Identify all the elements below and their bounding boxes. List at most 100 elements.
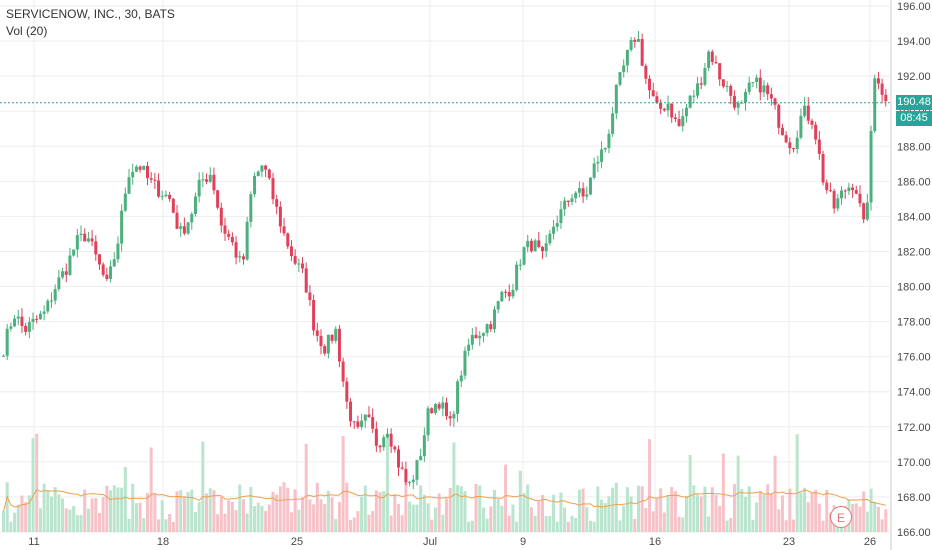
volume-bar: [585, 507, 589, 532]
volume-bar: [659, 488, 663, 532]
candle-body: [49, 300, 53, 302]
volume-bar: [323, 504, 327, 532]
volume-bar: [714, 495, 718, 532]
volume-bar: [319, 499, 323, 532]
volume-bar: [197, 502, 201, 532]
price-axis[interactable]: 196.00194.00192.00190.00188.00186.00184.…: [897, 1, 931, 539]
candle-body: [234, 242, 238, 258]
candle-body: [714, 62, 718, 64]
candle-body: [810, 120, 814, 125]
candle-body: [673, 117, 677, 120]
symbol-title[interactable]: SERVICENOW, INC., 30, BATS: [6, 7, 175, 21]
earnings-badge[interactable]: E: [830, 506, 852, 528]
volume-bar: [430, 519, 434, 532]
candle-body: [640, 39, 644, 66]
candle-body: [53, 289, 57, 301]
candle-body: [795, 137, 799, 150]
volume-bar: [592, 521, 596, 532]
volume-bar: [600, 499, 604, 532]
candle-body: [552, 226, 556, 234]
candle-body: [581, 188, 585, 197]
last-price-tag: 190.48: [896, 94, 932, 110]
candle-body: [803, 105, 807, 116]
time-axis[interactable]: 11 18 25 Jul 9 16 23 26: [28, 536, 876, 548]
candle-body: [433, 404, 437, 414]
volume-bar: [566, 521, 570, 532]
candle-body: [703, 67, 707, 85]
volume-bar: [673, 491, 677, 532]
candle-body: [758, 77, 762, 93]
volume-bar: [374, 490, 378, 532]
candle-body: [721, 79, 725, 87]
volume-bar: [540, 495, 544, 532]
volume-bar: [227, 500, 231, 532]
volume-bar: [555, 521, 559, 532]
candle-body: [201, 179, 205, 181]
volume-bar: [448, 487, 452, 532]
volume-bar: [607, 496, 611, 532]
candle-body: [282, 226, 286, 234]
candle-body: [142, 165, 146, 170]
candle-body: [474, 334, 478, 339]
candle-body: [349, 401, 353, 422]
volume-bar: [496, 499, 500, 532]
volume-bar: [378, 492, 382, 532]
candle-body: [38, 313, 42, 320]
candle-body: [334, 328, 338, 341]
candle-body: [256, 171, 260, 176]
candle-body: [840, 190, 844, 199]
volume-bar: [397, 504, 401, 532]
volume-bar: [773, 455, 777, 532]
candle-body: [175, 212, 179, 229]
candle-body: [869, 131, 873, 203]
candle-body: [836, 198, 840, 209]
volume-bar: [312, 504, 316, 532]
volume-bar: [419, 485, 423, 532]
candle-body: [138, 166, 142, 170]
volume-bar: [79, 514, 83, 532]
candle-body: [684, 107, 688, 117]
candle-body: [522, 247, 526, 265]
volume-bar: [382, 491, 386, 532]
candle-body: [90, 238, 94, 242]
candle-body: [441, 402, 445, 409]
candle-body: [540, 246, 544, 252]
candle-body: [415, 460, 419, 480]
candle-body: [470, 334, 474, 345]
candle-body: [293, 256, 297, 264]
volume-bar: [105, 485, 109, 532]
volume-bar: [97, 513, 101, 532]
candle-body: [120, 210, 124, 244]
volume-bar: [688, 454, 692, 532]
candle-body: [655, 96, 659, 103]
candle-body: [419, 456, 423, 461]
volume-bar: [5, 482, 9, 532]
volume-bar: [175, 491, 179, 532]
volume-bar: [234, 510, 238, 532]
candle-body: [600, 149, 604, 162]
volume-indicator-label[interactable]: Vol (20): [6, 24, 48, 38]
candle-body: [337, 328, 341, 362]
candle-body: [404, 468, 408, 483]
volume-bar: [193, 511, 197, 532]
volume-bar: [264, 511, 268, 532]
candle-body: [131, 171, 135, 178]
candle-body: [46, 300, 50, 312]
volume-bar: [718, 505, 722, 532]
y-tick-label: 178.00: [897, 317, 931, 329]
volume-bar: [164, 519, 168, 532]
volume-bar: [201, 441, 205, 532]
candle-body: [330, 334, 334, 341]
volume-bar: [792, 519, 796, 532]
volume-bar: [581, 488, 585, 532]
candle-body: [389, 433, 393, 447]
volume-bar: [644, 507, 648, 532]
candle-body: [636, 39, 640, 42]
candle-body: [219, 207, 223, 226]
candle-body: [662, 108, 666, 111]
candle-body: [448, 416, 452, 419]
y-tick-label: 184.00: [897, 211, 931, 223]
candle-body: [297, 263, 301, 265]
volume-bar: [205, 493, 209, 532]
volume-bar: [736, 455, 740, 532]
